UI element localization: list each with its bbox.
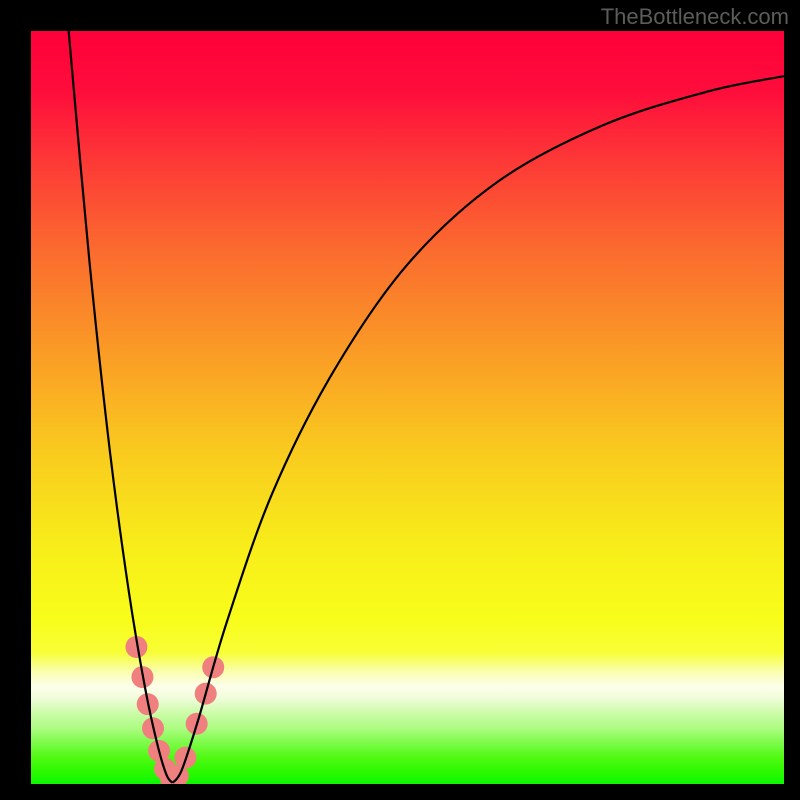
plot-area <box>31 31 784 784</box>
watermark-text: TheBottleneck.com <box>601 4 789 30</box>
plot-svg <box>31 31 784 784</box>
outer-frame: TheBottleneck.com <box>0 0 800 800</box>
